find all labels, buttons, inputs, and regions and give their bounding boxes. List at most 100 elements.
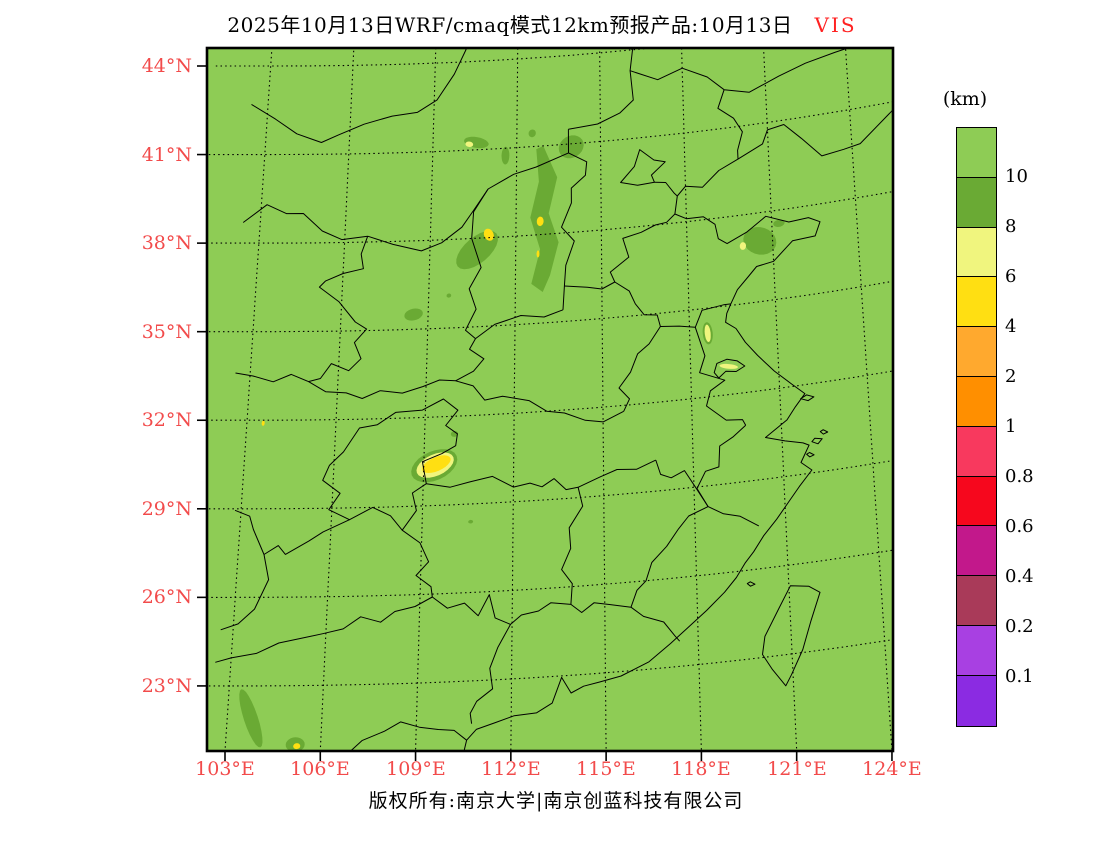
colorbar-segment <box>957 526 996 577</box>
vis-8-10-yulin-band <box>456 230 498 270</box>
vis-4-6-wushan-core <box>422 455 451 473</box>
island-zhoushan-2 <box>819 429 829 435</box>
vis-8-10-wulanchabu <box>528 129 536 138</box>
colorbar-label-8: 8 <box>1005 216 1017 237</box>
vis-4-6-songpan-tick <box>261 420 265 426</box>
gridline-lon-115 <box>599 48 607 751</box>
vis-6-8-shandong-dot <box>739 242 746 250</box>
border-zhejiang-fujian <box>707 506 760 527</box>
lat-label-35n: 35°N <box>141 321 192 343</box>
page-title: 2025年10月13日WRF/cmaq模式12km预报产品:10月13日 VIS <box>0 9 1084 38</box>
colorbar-label-0-6: 0.6 <box>1005 516 1034 537</box>
colorbar-segment <box>957 476 996 527</box>
colorbar-label-2: 2 <box>1005 366 1017 387</box>
gridline-lon-121 <box>763 48 798 751</box>
border-qinling-hubei-north <box>235 372 624 423</box>
colorbar-label-4: 4 <box>1005 316 1017 337</box>
border-beijing <box>620 149 666 186</box>
lon-label-124e: 124°E <box>862 758 922 780</box>
border-hebei-shandong <box>564 213 676 290</box>
gridline-lon-112 <box>510 48 519 751</box>
colorbar-segment <box>957 576 996 626</box>
colorbar-label-1: 1 <box>1005 416 1017 437</box>
colorbar-segment <box>957 327 996 377</box>
vis-8-10-wushan-dot-s <box>424 476 431 482</box>
border-fujian-guangdong <box>630 606 681 642</box>
lon-label-115e: 115°E <box>576 758 636 780</box>
gridline-lat-23 <box>207 639 893 687</box>
vis-8-10-xiangxi-dot <box>468 519 474 524</box>
vis-6-8-baotou-core <box>465 141 474 147</box>
border-shanxi-south <box>475 309 564 340</box>
island-zhoushan-1 <box>811 437 823 445</box>
vis-8-10-sw-streak <box>239 689 263 748</box>
border-inner-mongolia-east <box>585 48 850 93</box>
lon-label-106e: 106°E <box>290 758 350 780</box>
colorbar-segment <box>957 675 996 726</box>
vis-4-6-south-dot <box>293 743 301 750</box>
copyright-footer: 版权所有:南京大学|南京创蓝科技有限公司 <box>368 790 744 812</box>
border-hunan-jiangxi <box>561 487 584 605</box>
coastline-guangxi <box>349 721 467 751</box>
vis-8-10-loess <box>404 308 423 321</box>
lat-label-23n: 23°N <box>141 675 192 697</box>
colorbar-label-0-2: 0.2 <box>1005 616 1034 637</box>
gridline-lat-35 <box>207 280 893 333</box>
lake-outline <box>713 358 746 379</box>
island-pingtan <box>746 581 756 587</box>
colorbar-segment <box>957 426 996 477</box>
title-text: 2025年10月13日WRF/cmaq模式12km预报产品:10月13日 <box>227 13 793 37</box>
visibility-forecast-map <box>197 46 895 761</box>
gridline-lon-109 <box>415 48 437 751</box>
colorbar-label-0-4: 0.4 <box>1005 566 1034 587</box>
border-shaanxi-henan <box>455 338 485 382</box>
lon-label-118e: 118°E <box>671 758 731 780</box>
border-hebei-north <box>568 70 634 130</box>
border-chongqing <box>322 398 459 531</box>
map-background <box>207 48 893 751</box>
border-inner-mongolia-west <box>251 48 468 143</box>
border-shanxi-east <box>561 152 588 310</box>
border-guizhou-yunnan <box>220 519 350 631</box>
colorbar-segment <box>957 376 996 427</box>
vis-8-10-shandong <box>743 227 777 255</box>
gridline-lat-38 <box>207 190 893 244</box>
lon-label-103e: 103°E <box>195 758 255 780</box>
border-ningxia-gansu <box>308 236 369 383</box>
lat-label-41n: 41°N <box>141 144 192 166</box>
border-hubei-hunan <box>426 459 657 491</box>
colorbar-unit: (km) <box>942 88 988 110</box>
coastline-east <box>463 109 893 751</box>
border-nanling <box>215 594 632 663</box>
vis-8-10-yanan-dot <box>446 293 452 298</box>
island-xiangshan <box>806 452 815 458</box>
colorbar-segment <box>957 128 996 178</box>
colorbar-segment <box>957 625 996 676</box>
gridline-lat-29 <box>207 459 893 510</box>
vis-8-10-hohhot <box>501 146 510 165</box>
lon-label-121e: 121°E <box>767 758 827 780</box>
lat-label-29n: 29°N <box>141 498 192 520</box>
border-guangdong-guangxi <box>469 624 511 724</box>
border-henan-shandong <box>614 281 661 327</box>
colorbar-segment <box>957 227 996 278</box>
border-anhui-zhejiang <box>696 424 747 507</box>
colorbar-segment <box>957 177 996 228</box>
title-highlight-vis: VIS <box>814 13 857 37</box>
border-sichuan-yunnan <box>234 509 265 555</box>
gridline-lon-103 <box>224 48 273 751</box>
border-shaanxi-innermongolia <box>367 188 489 252</box>
island-chongming <box>800 394 815 402</box>
vis-6-8-lianyungang-core <box>704 324 711 342</box>
border-shanxi-north <box>487 129 569 190</box>
gridline-lon-106 <box>319 48 355 751</box>
border-tianjin <box>654 181 678 197</box>
lon-label-112e: 112°E <box>481 758 541 780</box>
colorbar-label-0-8: 0.8 <box>1005 466 1034 487</box>
lat-label-32n: 32°N <box>141 409 192 431</box>
vis-6-8-hongze-streak <box>719 363 738 369</box>
vis-8-10-zhangjiakou <box>558 135 584 159</box>
border-gansu-innermongolia <box>242 204 368 241</box>
gridline-lat-41 <box>208 101 893 156</box>
